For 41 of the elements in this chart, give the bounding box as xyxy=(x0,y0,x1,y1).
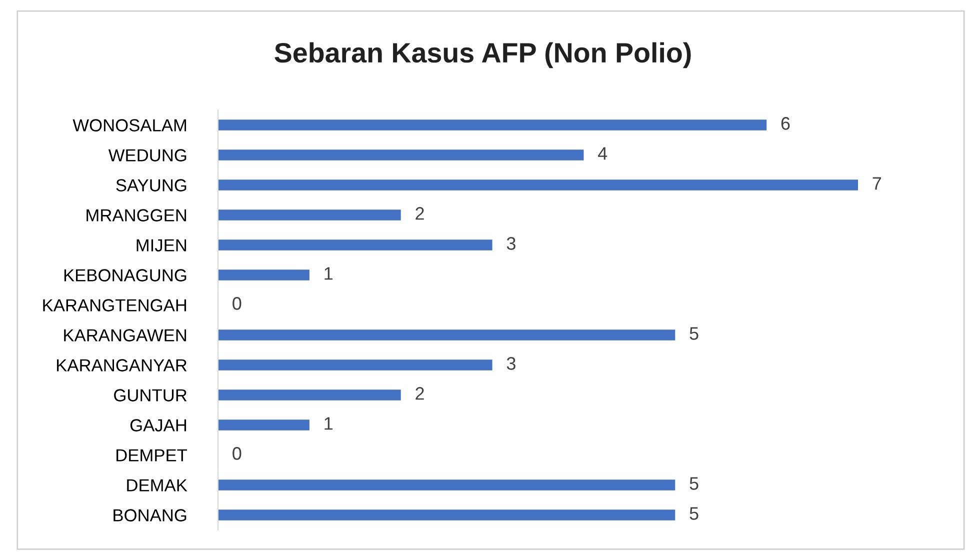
y-tick-label: GUNTUR xyxy=(114,389,187,402)
data-label: 0 xyxy=(232,447,242,460)
y-tick-label: DEMPET xyxy=(116,449,188,462)
y-tick-label: KEBONAGUNG xyxy=(64,269,186,282)
data-label: 1 xyxy=(324,417,332,430)
y-tick-label: KARANGANYAR xyxy=(57,359,187,372)
bar xyxy=(218,390,401,400)
y-tick-label: DEMAK xyxy=(127,479,188,492)
bar xyxy=(218,240,492,250)
data-label: 5 xyxy=(690,327,698,340)
bar xyxy=(218,330,676,340)
data-label: 5 xyxy=(690,507,698,520)
y-tick-label: WONOSALAM xyxy=(72,119,186,132)
y-tick-label: BONANG xyxy=(114,509,186,522)
data-label: 6 xyxy=(781,117,790,130)
chart-title: Sebaran Kasus AFP (Non Polio) xyxy=(274,42,691,68)
bar xyxy=(218,180,858,190)
y-tick-label: SAYUNG xyxy=(116,179,186,192)
y-tick-label: KARANGTENGAH xyxy=(43,299,186,312)
bar xyxy=(218,510,676,520)
bar xyxy=(218,150,584,160)
y-tick-label: GAJAH xyxy=(130,419,186,432)
data-label: 0 xyxy=(232,297,242,310)
data-label: 4 xyxy=(598,147,608,160)
bar xyxy=(218,210,401,220)
y-tick-label: MRANGGEN xyxy=(86,209,186,222)
data-label: 2 xyxy=(416,387,424,400)
data-label: 2 xyxy=(416,207,424,220)
data-label: 3 xyxy=(506,237,516,250)
bar xyxy=(218,420,310,430)
bar xyxy=(218,270,310,280)
y-tick-label: WEDUNG xyxy=(108,149,186,162)
y-tick-label: MIJEN xyxy=(136,239,186,252)
data-label: 3 xyxy=(506,357,516,370)
bar xyxy=(218,360,492,370)
data-label: 7 xyxy=(872,177,882,190)
bar xyxy=(218,120,767,130)
data-label: 1 xyxy=(324,267,332,280)
bar xyxy=(218,480,676,490)
data-label: 5 xyxy=(690,477,698,490)
y-tick-label: KARANGAWEN xyxy=(64,329,186,342)
